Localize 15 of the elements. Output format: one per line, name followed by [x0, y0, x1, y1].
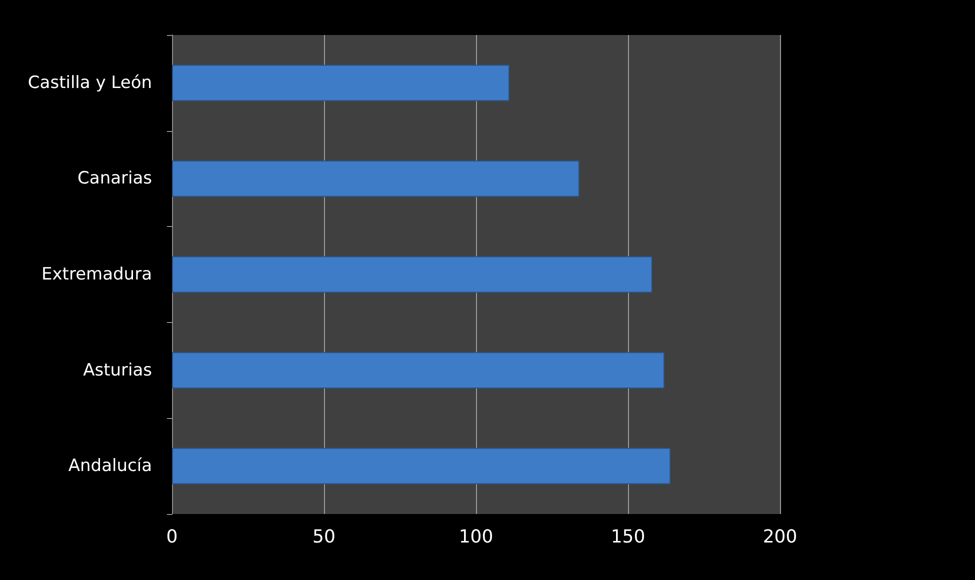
- y-tick-label: Andalucía: [68, 456, 152, 476]
- bar: [172, 352, 664, 388]
- bar: [172, 160, 580, 197]
- y-tick-label: Asturias: [83, 360, 152, 380]
- x-tick-label: 100: [458, 526, 494, 548]
- x-tick-label: 50: [312, 526, 336, 548]
- bar: [172, 448, 671, 484]
- y-tick-label: Castilla y León: [28, 72, 152, 93]
- bar: [172, 256, 652, 293]
- y-tick-label: Canarias: [78, 168, 152, 189]
- bar: [172, 64, 510, 102]
- y-tick-label: Extremadura: [42, 264, 152, 284]
- x-tick-label: 150: [610, 526, 646, 548]
- x-tick-label: 200: [762, 526, 798, 548]
- x-tick-label: 0: [166, 526, 178, 548]
